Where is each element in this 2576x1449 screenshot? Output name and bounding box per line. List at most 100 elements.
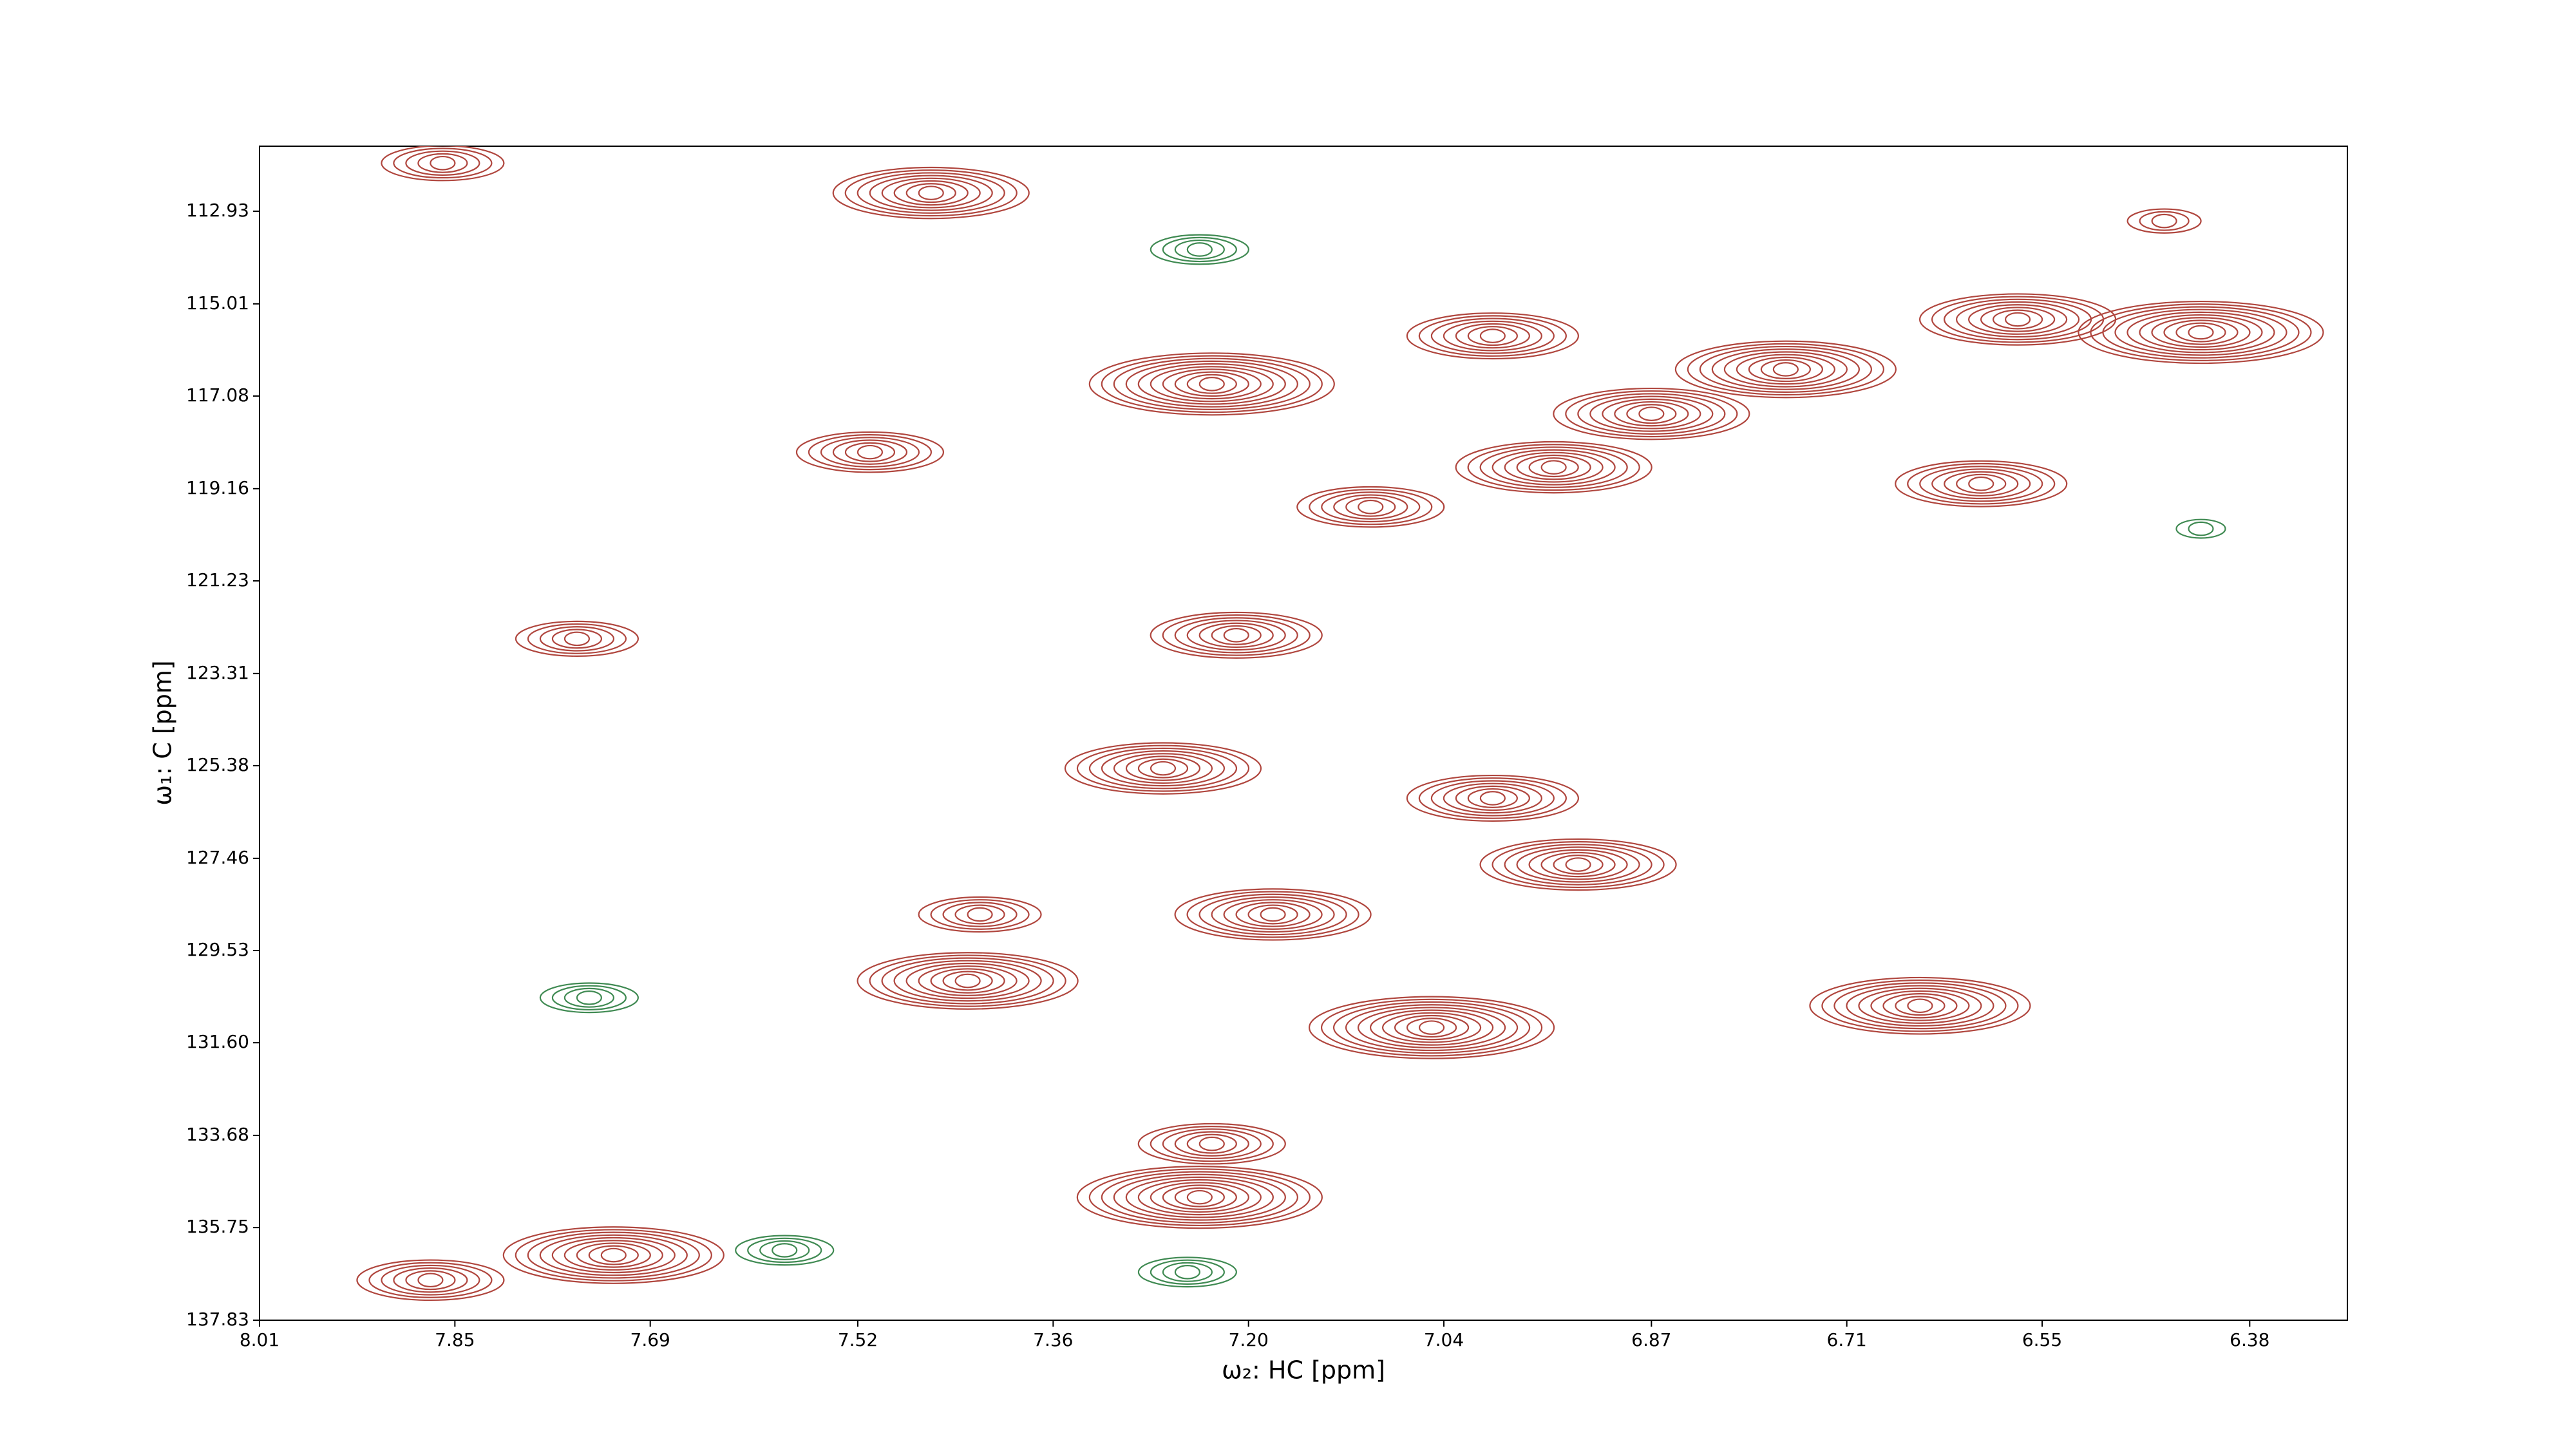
contour-level [1198,893,1347,936]
contour-level [905,183,956,204]
contour-level [1150,366,1274,402]
contour-level [1088,352,1335,416]
contour-level [1406,1018,1457,1038]
y-tick-label: 123.31 [186,662,249,683]
contour-level [1088,1168,1311,1227]
contour-level [1455,323,1530,349]
x-axis-label: ω₂: HC [ppm] [1222,1356,1385,1385]
contour-level [1381,1012,1482,1043]
contour-level [1748,356,1823,383]
y-tick-label: 125.38 [186,754,249,775]
contour-level [1260,907,1286,922]
contour-level [1174,1187,1225,1208]
contour-level [1174,239,1225,260]
contour-level [1443,320,1542,352]
contour-level [1479,791,1506,806]
contour-level [918,896,1042,933]
contour-level [1760,359,1811,379]
contour-level [1308,996,1555,1059]
contour-level [417,153,468,173]
contour-level [2151,213,2177,229]
contour-level [893,960,1042,1002]
x-tick-label: 7.52 [838,1329,878,1350]
contour-level [1125,1176,1274,1218]
contour-level [795,431,945,473]
contour-level [1174,1131,1249,1157]
contour-level [1638,406,1665,421]
contour-level [1907,462,2056,505]
contour-level [1479,446,1628,488]
contour-level [588,1245,639,1265]
contour-level [551,629,603,649]
contour-level [844,442,896,462]
contour-level [576,1242,651,1268]
contour-level [747,1237,822,1264]
contour-level [1492,449,1616,486]
contour-level [1406,312,1579,360]
contour-level [1540,460,1567,475]
contours [356,146,2324,1302]
contour-level [832,166,1030,220]
contour-level [1553,387,1750,440]
contour-level [1321,491,1421,523]
contour-level [1931,468,2031,500]
contour-level [1186,242,1213,257]
contour-level [2163,319,2239,345]
contour-level [1162,1262,1213,1282]
y-tick-label: 131.60 [186,1031,249,1052]
contour-level [1235,902,1311,927]
contour-level [1174,371,1249,397]
contour-level [1821,980,2019,1032]
contour-level [1357,1007,1506,1048]
contour-level [564,1240,663,1271]
x-tick-label: 6.71 [1827,1329,1867,1350]
contour-level [1345,1004,1519,1052]
contour-level [1186,1189,1213,1205]
contour-level [1418,777,1567,819]
contour-level [393,1267,468,1293]
y-tick-label: 121.23 [186,569,249,591]
contour-level [1394,1014,1470,1041]
contour-level [808,434,933,471]
contour-level [918,965,1018,996]
contour-level [1137,1256,1237,1288]
contour-level [1137,758,1189,779]
contour-level [539,982,639,1014]
contour-level [1113,1173,1286,1221]
contour-level [1430,780,1555,817]
contour-level [881,957,1054,1005]
contour-level [1162,1184,1237,1210]
contour-level [1846,985,1994,1027]
contour-level [869,954,1066,1007]
contour-level [772,1243,798,1258]
contour-level [1504,451,1604,483]
contour-level [1113,357,1311,411]
contour-level [1540,851,1616,878]
y-tick-label: 117.08 [186,384,249,406]
contour-level [515,1229,712,1282]
contour-level [1882,993,1958,1019]
contour-level [1455,440,1653,494]
contour-level [735,1235,835,1266]
contour-level [381,146,505,182]
contour-level [832,439,908,465]
contour-level [1993,309,2043,330]
contour-level [515,620,639,657]
contour-level [1174,617,1298,654]
contour-level [2175,322,2226,343]
contour-level [1247,904,1298,925]
contour-level [1711,348,1860,390]
contour-level [1687,343,1884,396]
contour-level [1345,497,1396,517]
contour-level [527,623,627,654]
contour-level [2090,303,2312,361]
contour-level [1919,466,2043,502]
contour-level [2126,311,2275,354]
x-tick-label: 7.04 [1424,1329,1464,1350]
plot-frame [259,146,2348,1321]
contour-level [1516,846,1640,883]
y-tick-label: 137.83 [186,1309,249,1330]
contour-level [1736,354,1835,385]
contour-level [502,1226,724,1284]
contour-level [417,1273,444,1288]
